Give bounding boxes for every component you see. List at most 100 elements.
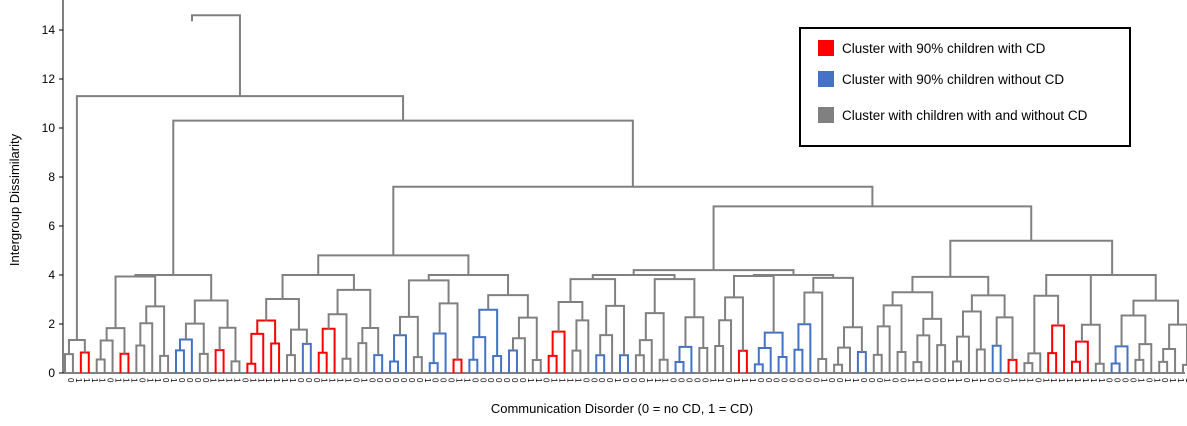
dendrogram-link bbox=[1114, 345, 1129, 373]
leaf-label: 1 bbox=[946, 378, 955, 383]
leaf-label: 0 bbox=[478, 378, 487, 383]
dendrogram-link bbox=[882, 304, 903, 352]
leaf-label: 0 bbox=[1121, 378, 1130, 383]
dendrogram-root-link bbox=[191, 14, 241, 97]
dendrogram-link bbox=[1070, 360, 1081, 373]
leaf-label: 1 bbox=[1041, 378, 1050, 383]
dendrogram-link bbox=[896, 350, 907, 373]
dendrogram-link bbox=[1168, 323, 1187, 365]
dendrogram-link bbox=[952, 360, 962, 373]
leaf-label: 1 bbox=[217, 378, 226, 383]
leaf-label: 1 bbox=[1073, 378, 1082, 383]
legend-label-cd: Cluster with 90% children with CD bbox=[842, 41, 1046, 56]
dendrogram-link bbox=[797, 323, 812, 373]
leaf-label: 0 bbox=[510, 378, 519, 383]
dendrogram-link bbox=[777, 356, 788, 373]
dendrogram-link bbox=[763, 331, 784, 358]
leaf-label: 1 bbox=[573, 378, 582, 383]
dendrogram-link bbox=[936, 344, 947, 373]
leaf-label: 1 bbox=[550, 378, 559, 383]
dendrogram-link bbox=[817, 358, 828, 373]
dendrogram-link bbox=[812, 276, 854, 328]
legend-label-no-cd: Cluster with 90% children without CD bbox=[842, 72, 1064, 87]
leaf-label: 0 bbox=[304, 378, 313, 383]
dendrogram-link bbox=[575, 319, 590, 373]
dendrogram-link bbox=[159, 354, 170, 373]
leaf-label: 0 bbox=[986, 378, 995, 383]
dendrogram-link bbox=[511, 337, 526, 373]
dendrogram-link bbox=[64, 353, 74, 373]
leaf-label: 1 bbox=[272, 378, 281, 383]
leaf-label: 1 bbox=[359, 378, 368, 383]
y-tick-label: 0 bbox=[48, 366, 55, 380]
dendrogram-link bbox=[912, 361, 923, 373]
leaf-label: 1 bbox=[1049, 378, 1058, 383]
leaf-label: 1 bbox=[1025, 378, 1034, 383]
leaf-label: 0 bbox=[803, 378, 812, 383]
leaf-label: 1 bbox=[1097, 378, 1106, 383]
dendrogram-link bbox=[674, 361, 685, 373]
leaf-label: 0 bbox=[201, 378, 210, 383]
leaf-label: 0 bbox=[756, 378, 765, 383]
y-axis-title: Intergroup Dissimilarity bbox=[7, 133, 22, 266]
dendrogram-link bbox=[991, 344, 1002, 373]
dendrogram-link bbox=[412, 356, 423, 373]
leaf-label: 1 bbox=[883, 378, 892, 383]
dendrogram-link bbox=[407, 279, 450, 317]
leaf-label: 0 bbox=[637, 378, 646, 383]
dendrogram-link bbox=[172, 119, 634, 275]
leaf-label: 0 bbox=[677, 378, 686, 383]
dendrogram-link bbox=[427, 274, 510, 296]
dendrogram-link bbox=[531, 358, 542, 373]
dendrogram-link bbox=[1023, 362, 1034, 373]
leaf-label: 1 bbox=[1065, 378, 1074, 383]
dendrogram-link bbox=[341, 357, 352, 373]
dendrogram-link bbox=[837, 346, 851, 373]
dendrogram-link bbox=[321, 327, 336, 373]
leaf-label: 0 bbox=[470, 378, 479, 383]
leaf-label: 1 bbox=[336, 378, 345, 383]
dendrogram-link bbox=[975, 348, 986, 373]
leaf-label: 1 bbox=[534, 378, 543, 383]
dendrogram-link bbox=[698, 347, 709, 373]
leaf-label: 1 bbox=[122, 378, 131, 383]
leaf-label: 1 bbox=[970, 378, 979, 383]
dendrogram-link bbox=[856, 350, 867, 373]
dendrogram-link bbox=[1132, 299, 1180, 325]
leaf-label: 0 bbox=[581, 378, 590, 383]
leaf-label: 0 bbox=[494, 378, 503, 383]
leaf-label: 0 bbox=[692, 378, 701, 383]
leaf-label: 1 bbox=[82, 378, 91, 383]
leaf-label: 1 bbox=[653, 378, 662, 383]
leaf-label: 1 bbox=[169, 378, 178, 383]
leaf-label: 0 bbox=[415, 378, 424, 383]
dendrogram-link bbox=[286, 354, 296, 373]
y-tick-label: 8 bbox=[48, 170, 55, 184]
dendrogram-link bbox=[833, 363, 844, 373]
leaf-label: 0 bbox=[795, 378, 804, 383]
leaf-label: 1 bbox=[978, 378, 987, 383]
dendrogram-link bbox=[301, 342, 312, 373]
dendrogram-link bbox=[995, 316, 1014, 360]
dendrogram-link bbox=[678, 345, 693, 373]
leaf-label: 1 bbox=[90, 378, 99, 383]
leaf-label: 1 bbox=[320, 378, 329, 383]
leaf-label: 0 bbox=[137, 378, 146, 383]
dendrogram-link bbox=[737, 349, 748, 373]
leaf-label: 0 bbox=[597, 378, 606, 383]
dendrogram-link bbox=[478, 308, 499, 357]
leaf-label: 0 bbox=[407, 378, 416, 383]
y-tick-label: 10 bbox=[42, 121, 56, 135]
dendrogram-link bbox=[95, 358, 106, 373]
leaf-label: 1 bbox=[558, 378, 567, 383]
dendrogram-link bbox=[653, 278, 696, 318]
leaf-label: 1 bbox=[954, 378, 963, 383]
dendrogram-link bbox=[317, 254, 470, 275]
leaf-label: 1 bbox=[1176, 378, 1185, 383]
leaf-label: 0 bbox=[383, 378, 392, 383]
leaf-label: 0 bbox=[629, 378, 638, 383]
leaf-label: 1 bbox=[256, 378, 265, 383]
leaf-label: 0 bbox=[962, 378, 971, 383]
leaf-label: 1 bbox=[1136, 378, 1145, 383]
dendrogram-link bbox=[134, 274, 213, 301]
